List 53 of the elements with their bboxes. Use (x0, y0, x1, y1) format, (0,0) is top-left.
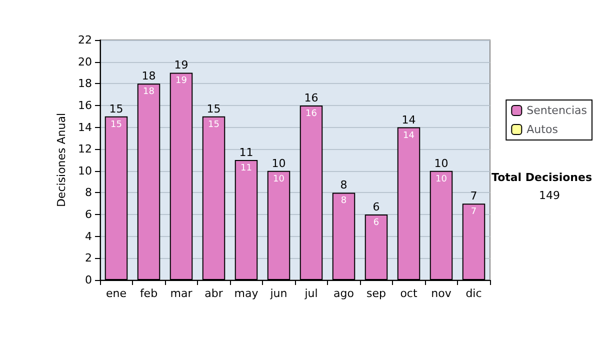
x-tick-label: oct (400, 287, 418, 300)
data-label: 15 (110, 120, 122, 130)
y-tick-label: 18 (78, 77, 92, 90)
y-axis-title: Decisiones Anual (55, 112, 68, 208)
annotation: 15 (206, 102, 221, 116)
legend-label: Autos (526, 123, 558, 136)
text: 149 (539, 189, 560, 202)
annotation: 11 (239, 146, 254, 159)
x-tick-label: jun (269, 287, 288, 300)
annotation: 6 (372, 200, 380, 214)
data-label: 7 (470, 207, 477, 218)
annotation: 10 (272, 156, 286, 170)
data-label: 14 (403, 130, 415, 141)
x-tick-label: may (234, 287, 259, 300)
y-tick-label: 10 (78, 164, 92, 178)
y-tick-label: 8 (85, 186, 92, 200)
data-label: 10 (273, 174, 285, 184)
annotation: 8 (340, 178, 348, 192)
data-label: 8 (340, 196, 347, 206)
x-tick-label: ago (334, 287, 354, 300)
legend-label: Sentencias (526, 104, 588, 117)
data-label: 10 (436, 174, 448, 184)
annotation: 19 (174, 58, 188, 72)
y-tick-label: 0 (85, 274, 92, 286)
y-tick-label: 20 (78, 55, 92, 68)
x-tick-label: dic (466, 287, 482, 300)
annotation: 16 (304, 91, 318, 104)
x-tick-label: feb (140, 287, 158, 300)
x-tick-label: sep (366, 287, 386, 300)
x-tick-label: nov (431, 287, 452, 300)
y-tick-label: 12 (78, 142, 92, 156)
data-label: 6 (373, 218, 380, 228)
text: Total Decisiones (492, 171, 592, 184)
annotation: 7 (470, 190, 478, 203)
x-tick-label: jul (304, 287, 318, 300)
annotation: 15 (109, 102, 124, 116)
y-tick-label: 22 (78, 34, 92, 46)
x-tick-label: ene (106, 287, 127, 300)
y-tick-label: 4 (85, 230, 92, 243)
data-label: 16 (306, 108, 318, 119)
y-tick-label: 2 (85, 252, 92, 265)
data-label: 19 (176, 76, 188, 86)
annotation: 10 (434, 156, 448, 170)
y-tick-label: 6 (85, 208, 92, 222)
y-tick-label: 14 (78, 120, 92, 134)
data-label: 11 (240, 164, 252, 174)
annotation: 14 (402, 113, 416, 126)
x-tick-label: mar (170, 287, 193, 300)
data-label: 15 (208, 120, 220, 130)
data-label: 18 (143, 87, 155, 98)
y-tick-label: 16 (78, 98, 92, 112)
annotation: 18 (142, 70, 156, 83)
x-tick-label: abr (204, 287, 224, 300)
